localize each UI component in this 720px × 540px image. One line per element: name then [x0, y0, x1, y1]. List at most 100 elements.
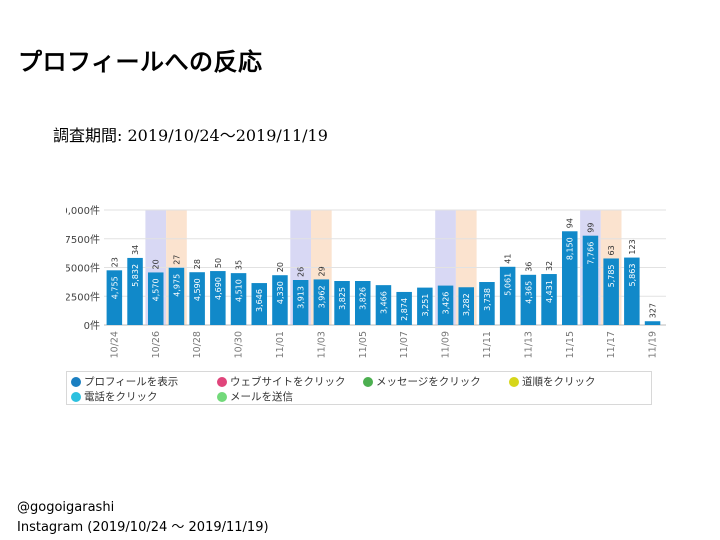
bar-top-label: 27 [172, 255, 181, 265]
bar-10/31 [251, 283, 267, 325]
bar-11/14 [541, 274, 557, 325]
bar-11/01 [272, 275, 288, 325]
bar-top-label: 29 [317, 266, 326, 276]
bar-10/30 [230, 273, 247, 325]
bar-top-label: 63 [607, 245, 616, 255]
legend-label: メールを送信 [230, 391, 293, 403]
bar-value-label: 5,832 [131, 264, 140, 287]
bar-11/03 [313, 279, 330, 325]
bar-10/28 [189, 272, 205, 325]
bar-top-label: 34 [131, 245, 140, 255]
bar-top-label: 23 [110, 257, 119, 267]
bar-top-label: 35 [235, 260, 244, 270]
bar-top-label: 20 [276, 262, 285, 272]
bar-value-label: 4,755 [110, 276, 119, 299]
bar-11/05 [355, 281, 371, 325]
bar-11/17 [603, 258, 619, 325]
x-tick-label: 11/13 [523, 331, 534, 358]
page-title: プロフィールへの反応 [18, 48, 263, 76]
legend-swatch [363, 376, 373, 387]
bar-top-label: 123 [628, 239, 637, 254]
x-tick-label: 10/30 [234, 331, 245, 358]
x-tick-label: 11/03 [316, 331, 327, 358]
legend-label: 電話をクリック [84, 391, 158, 403]
bar-10/25 [127, 257, 143, 325]
bar-top-label: 20 [152, 259, 161, 269]
bar-11/09 [437, 285, 454, 325]
bar-11/18 [624, 257, 640, 325]
bar-value-label: 3,426 [442, 292, 451, 315]
x-tick-label: 11/07 [399, 331, 410, 358]
x-tick-label: 10/24 [109, 331, 120, 358]
legend-swatch [217, 376, 227, 387]
bar-value-label: 7,766 [586, 242, 595, 265]
bar-value-label: 4,570 [152, 278, 161, 301]
bar-top-label: 26 [297, 267, 306, 277]
bar-11/16 [582, 235, 599, 325]
legend-item[interactable]: 道順をクリック [509, 374, 596, 389]
footer-handle: @gogoigarashi [17, 500, 115, 515]
bar-10/29 [210, 271, 226, 325]
bar-10/24 [106, 270, 123, 325]
bar-value-label: 8,150 [566, 237, 575, 260]
x-tick-label: 11/17 [606, 331, 617, 358]
legend-item[interactable]: メールを送信 [217, 389, 293, 404]
x-tick-label: 10/28 [192, 331, 203, 358]
y-tick-label: 5000件 [66, 263, 100, 275]
bar-top-label: 99 [586, 223, 595, 233]
legend-label: メッセージをクリック [376, 376, 481, 388]
bar-value-label: 5,863 [628, 264, 637, 287]
legend-item[interactable]: プロフィールを表示 [71, 374, 178, 389]
bar-11/08 [417, 287, 433, 325]
bar-top-label: 50 [214, 258, 223, 268]
bar-value-label: 3,738 [483, 288, 492, 311]
legend-label: 道順をクリック [522, 376, 596, 388]
x-tick-label: 11/05 [358, 331, 369, 358]
bar-value-label: 4,590 [193, 278, 202, 301]
x-tick-label: 11/11 [482, 331, 493, 358]
bar-11/12 [499, 266, 516, 325]
y-tick-label: 2500件 [66, 291, 100, 303]
bar-10/27 [168, 267, 185, 325]
bar-value-label: 327 [649, 303, 658, 318]
x-tick-label: 11/01 [275, 331, 286, 358]
bar-11/13 [520, 274, 537, 325]
bar-chart: 0件 2500件 5000件 7500件 10,000件 4,755 23 5,832 34 4,… [66, 204, 666, 409]
bar-value-label: 3,282 [462, 293, 471, 316]
y-tick-label: 0件 [84, 320, 100, 332]
legend-swatch [71, 376, 81, 387]
x-tick-label: 11/15 [565, 331, 576, 358]
bar-top-label: 28 [193, 259, 202, 269]
footer-source: Instagram (2019/10/24 ～ 2019/11/19) [17, 520, 269, 535]
bar-value-label: 2,874 [400, 298, 409, 321]
bar-11/11 [479, 282, 495, 325]
bar-11/07 [396, 291, 412, 325]
bar-11/10 [458, 287, 474, 325]
bar-top-label: 32 [545, 261, 554, 271]
bar-11/02 [292, 280, 309, 325]
bar-top-label: 36 [524, 262, 533, 272]
bar-value-label: 4,690 [214, 277, 223, 300]
bar-11/15 [562, 231, 578, 325]
bar-top-label: 94 [566, 218, 575, 228]
bar-value-label: 4,510 [235, 279, 244, 302]
chart-canvas: 0件 2500件 5000件 7500件 10,000件 4,755 23 5,832 34 4,… [66, 205, 666, 358]
legend-item[interactable]: メッセージをクリック [363, 374, 481, 389]
bar-value-label: 4,975 [172, 274, 181, 297]
chart-legend: プロフィールを表示 ウェブサイトをクリック メッセージをクリック 道順をクリック電話を… [66, 371, 652, 405]
legend-item[interactable]: 電話をクリック [71, 389, 158, 404]
legend-swatch [217, 391, 227, 402]
bar-value-label: 4,330 [276, 281, 285, 304]
bar-value-label: 5,785 [607, 264, 616, 287]
legend-swatch [71, 391, 81, 402]
bar-value-label: 3,913 [297, 286, 306, 309]
bar-top-label: 41 [504, 254, 513, 264]
bar-10/26 [148, 272, 164, 325]
bar-value-label: 3,962 [317, 285, 326, 308]
bar-11/19 [644, 321, 661, 325]
legend-item[interactable]: ウェブサイトをクリック [217, 374, 346, 389]
bar-value-label: 5,061 [504, 273, 513, 296]
bar-value-label: 3,466 [379, 291, 388, 314]
bar-value-label: 3,251 [421, 294, 430, 317]
bar-value-label: 3,646 [255, 289, 264, 312]
